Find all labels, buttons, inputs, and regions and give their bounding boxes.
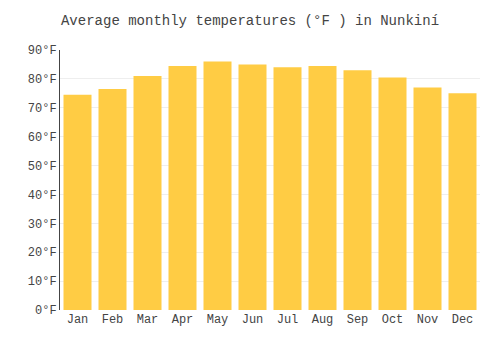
svg-text:Mar: Mar (137, 313, 159, 327)
svg-text:10°F: 10°F (28, 275, 57, 289)
svg-text:Apr: Apr (172, 313, 194, 327)
svg-text:90°F: 90°F (28, 44, 57, 58)
svg-text:Jun: Jun (242, 313, 264, 327)
svg-text:May: May (207, 313, 229, 327)
svg-text:20°F: 20°F (28, 246, 57, 260)
svg-text:70°F: 70°F (28, 102, 57, 116)
svg-text:Oct: Oct (382, 313, 404, 327)
svg-text:Nov: Nov (417, 313, 439, 327)
svg-text:Jan: Jan (67, 313, 89, 327)
svg-text:Sep: Sep (347, 313, 369, 327)
svg-text:Dec: Dec (452, 313, 474, 327)
svg-text:Feb: Feb (102, 313, 124, 327)
svg-text:30°F: 30°F (28, 218, 57, 232)
svg-text:80°F: 80°F (28, 73, 57, 87)
svg-text:60°F: 60°F (28, 131, 57, 145)
svg-text:Aug: Aug (312, 313, 334, 327)
svg-text:0°F: 0°F (35, 304, 57, 318)
svg-text:Jul: Jul (277, 313, 299, 327)
svg-text:40°F: 40°F (28, 189, 57, 203)
svg-text:50°F: 50°F (28, 160, 57, 174)
svg-text:Average monthly temperatures (: Average monthly temperatures (°F ) in Nu… (61, 13, 439, 29)
